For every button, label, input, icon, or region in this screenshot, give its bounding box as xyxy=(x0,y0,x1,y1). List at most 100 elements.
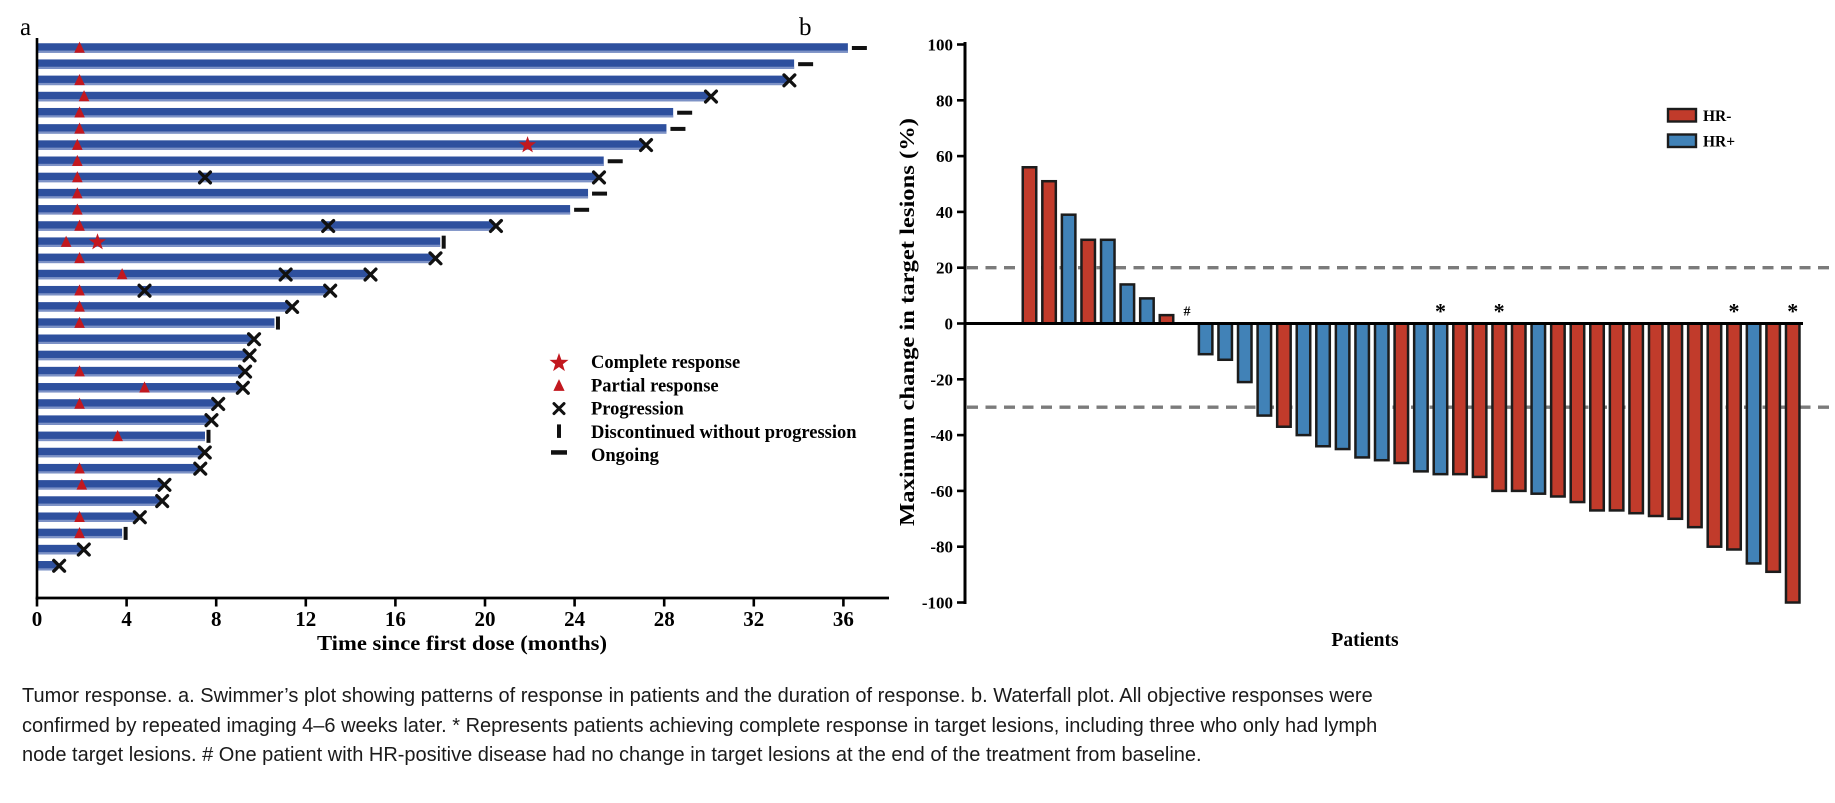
caption-line-3: node target lesions. # One patient with … xyxy=(22,744,1202,766)
progression-end-x-icon xyxy=(132,510,147,525)
partial-response-triangle-icon xyxy=(72,154,83,167)
waterfall-bar xyxy=(1432,322,1449,476)
waterfall-bar xyxy=(1745,322,1762,565)
partial-response-triangle-icon xyxy=(74,316,85,328)
legend-label: HR- xyxy=(1703,108,1731,125)
y-tick-label: 100 xyxy=(928,36,954,55)
ongoing-dash-icon xyxy=(798,62,814,67)
waterfall-bar xyxy=(1784,322,1801,604)
progression-end-x-icon xyxy=(155,493,170,509)
swimmer-bar xyxy=(37,544,82,555)
progression-end-x-icon xyxy=(197,445,212,460)
swimmer-bar-edge xyxy=(37,374,244,377)
progression-x-icon xyxy=(197,170,213,185)
partial-response-triangle-icon xyxy=(76,478,88,490)
progression-end-x-icon xyxy=(488,218,504,234)
waterfall-bar xyxy=(1589,322,1606,512)
legend-label: Discontinued without progression xyxy=(591,423,857,443)
partial-response-triangle-icon xyxy=(74,41,85,53)
y-tick-label: 80 xyxy=(936,91,953,110)
swimmer-bar-edge xyxy=(37,390,241,393)
partial-response-triangle-icon xyxy=(74,122,85,134)
legend-swatch-hr-positive xyxy=(1666,133,1698,149)
y-tick-label: 0 xyxy=(945,315,954,334)
no-change-hash: # xyxy=(1184,305,1191,320)
swimmer-bar-edge xyxy=(37,357,248,361)
legend-label: Progression xyxy=(591,400,685,420)
waterfall-bar xyxy=(1119,283,1136,325)
waterfall-bar xyxy=(1726,322,1743,551)
swimmer-bar-edge xyxy=(37,163,604,167)
complete-response-star-icon xyxy=(519,136,537,153)
progression-end-x-icon xyxy=(242,348,257,363)
swimmer-bar xyxy=(37,107,674,118)
swimmer-bar xyxy=(37,512,138,522)
y-tick-label: 60 xyxy=(936,147,953,166)
swimmer-bar xyxy=(37,285,329,296)
swimmer-bar-edge xyxy=(37,487,163,490)
swimmer-x-axis-title: Time since first dose (months) xyxy=(317,631,607,655)
discontinued-bar-icon xyxy=(275,316,280,330)
partial-response-triangle-icon xyxy=(72,187,83,199)
waterfall-bar xyxy=(1452,322,1469,476)
partial-response-triangle-icon xyxy=(60,235,72,247)
swimmer-bar xyxy=(37,447,203,458)
caption-line-1: Tumor response. a. Swimmer’s plot showin… xyxy=(22,685,1373,707)
waterfall-bar xyxy=(1138,297,1155,325)
waterfall-bar xyxy=(1667,322,1684,521)
swimmer-bar-edge xyxy=(37,131,667,134)
swimmer-bar-edge xyxy=(37,212,571,215)
x-tick-label: 0 xyxy=(32,607,43,631)
swimmer-bar-edge xyxy=(37,325,275,328)
progression-end-x-icon xyxy=(285,299,300,314)
swimmer-bar xyxy=(37,59,795,69)
swimmer-bar-edge xyxy=(37,519,138,522)
waterfall-x-axis-title: Patients xyxy=(1331,630,1399,651)
swimmer-bar-edge xyxy=(37,66,795,69)
discontinued-bar-icon xyxy=(123,526,128,540)
waterfall-bar xyxy=(1412,322,1429,473)
swimmer-bar xyxy=(37,205,571,215)
complete-response-star-icon xyxy=(88,233,106,250)
waterfall-bar xyxy=(1686,322,1703,529)
swimmer-bar-edge xyxy=(37,99,709,102)
legend-triangle-icon xyxy=(553,379,565,391)
progression-end-x-icon xyxy=(782,73,797,88)
panel-a-label: a xyxy=(20,14,32,41)
swimmer-bar xyxy=(37,188,589,199)
waterfall-bar xyxy=(1510,322,1527,493)
waterfall-bar xyxy=(1373,322,1390,462)
partial-response-triangle-icon xyxy=(139,381,150,393)
x-tick-label: 36 xyxy=(833,607,854,631)
swimmer-bar xyxy=(37,91,709,102)
swimmer-bar-edge xyxy=(37,568,58,571)
x-tick-label: 12 xyxy=(295,607,316,631)
partial-response-triangle-icon xyxy=(74,300,85,312)
legend-label: Ongoing xyxy=(591,446,660,466)
waterfall-bar xyxy=(1471,322,1488,479)
swimmer-bar-edge xyxy=(37,455,203,458)
waterfall-bar xyxy=(1765,322,1782,574)
progression-end-x-icon xyxy=(638,138,654,153)
swimmer-bar-edge xyxy=(37,406,217,409)
discontinued-bar-icon xyxy=(206,429,211,443)
swimmer-bar xyxy=(37,561,58,571)
legend-label: HR+ xyxy=(1703,134,1735,151)
waterfall-bar xyxy=(1530,322,1547,495)
swimmer-bar xyxy=(37,302,291,312)
partial-response-triangle-icon xyxy=(74,510,85,522)
partial-response-triangle-icon xyxy=(74,219,85,231)
charts-svg: 0 4 8 12 16 20 24 28 32 36 Time since first dose (… xyxy=(32,36,1833,655)
swimmer-bar-edge xyxy=(37,341,253,344)
swimmer-bar xyxy=(37,350,248,361)
x-tick-label: 24 xyxy=(564,607,586,631)
swimmer-bar xyxy=(37,43,848,53)
y-tick-label: 20 xyxy=(936,259,953,278)
swimmer-bar-edge xyxy=(37,277,369,280)
waterfall-bar xyxy=(1041,179,1058,325)
partial-response-triangle-icon xyxy=(74,106,85,118)
discontinued-bar-icon xyxy=(441,235,446,249)
waterfall-bar xyxy=(1491,322,1508,493)
waterfall-bar xyxy=(1275,322,1292,428)
swimmer-bar-edge xyxy=(37,196,589,199)
